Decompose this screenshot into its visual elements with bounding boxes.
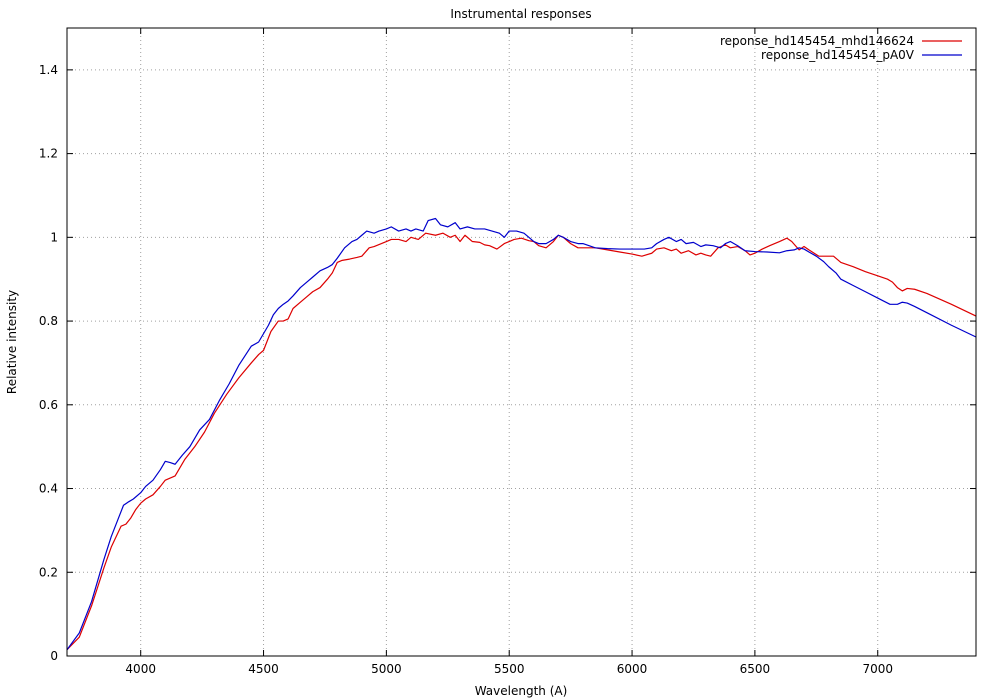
axis-ticks (67, 28, 976, 657)
series-line-0 (66, 232, 977, 651)
y-tick-label-4: 0.8 (39, 314, 58, 328)
series-lines (66, 217, 977, 651)
x-tick-labels: 4000 4500 5000 5500 6000 6500 7000 (125, 662, 893, 676)
y-tick-label-5: 1 (50, 230, 58, 244)
x-tick-label-6: 7000 (862, 662, 893, 676)
legend-label-1: reponse_hd145454_pA0V (761, 48, 915, 62)
y-tick-label-0: 0 (50, 649, 58, 663)
y-tick-label-6: 1.2 (39, 147, 58, 161)
y-tick-labels: 0 0.2 0.4 0.6 0.8 1 1.2 1.4 (39, 63, 58, 663)
y-tick-label-1: 0.2 (39, 565, 58, 579)
x-tick-label-5: 6500 (740, 662, 771, 676)
x-tick-label-0: 4000 (125, 662, 156, 676)
series-line-1 (66, 217, 977, 651)
plot-frame (66, 27, 977, 657)
x-tick-label-4: 6000 (617, 662, 648, 676)
x-tick-label-3: 5500 (494, 662, 525, 676)
x-tick-label-2: 5000 (371, 662, 402, 676)
grid (67, 28, 976, 656)
y-tick-label-3: 0.6 (39, 398, 58, 412)
y-tick-label-2: 0.4 (39, 482, 58, 496)
y-axis-label: Relative intensity (5, 290, 19, 394)
legend-label-0: reponse_hd145454_mhd146624 (720, 34, 914, 48)
legend: reponse_hd145454_mhd146624reponse_hd1454… (720, 34, 962, 62)
x-axis-label: Wavelength (A) (475, 684, 568, 698)
x-tick-label-1: 4500 (248, 662, 279, 676)
chart-title: Instrumental responses (450, 7, 591, 21)
y-tick-label-7: 1.4 (39, 63, 58, 77)
